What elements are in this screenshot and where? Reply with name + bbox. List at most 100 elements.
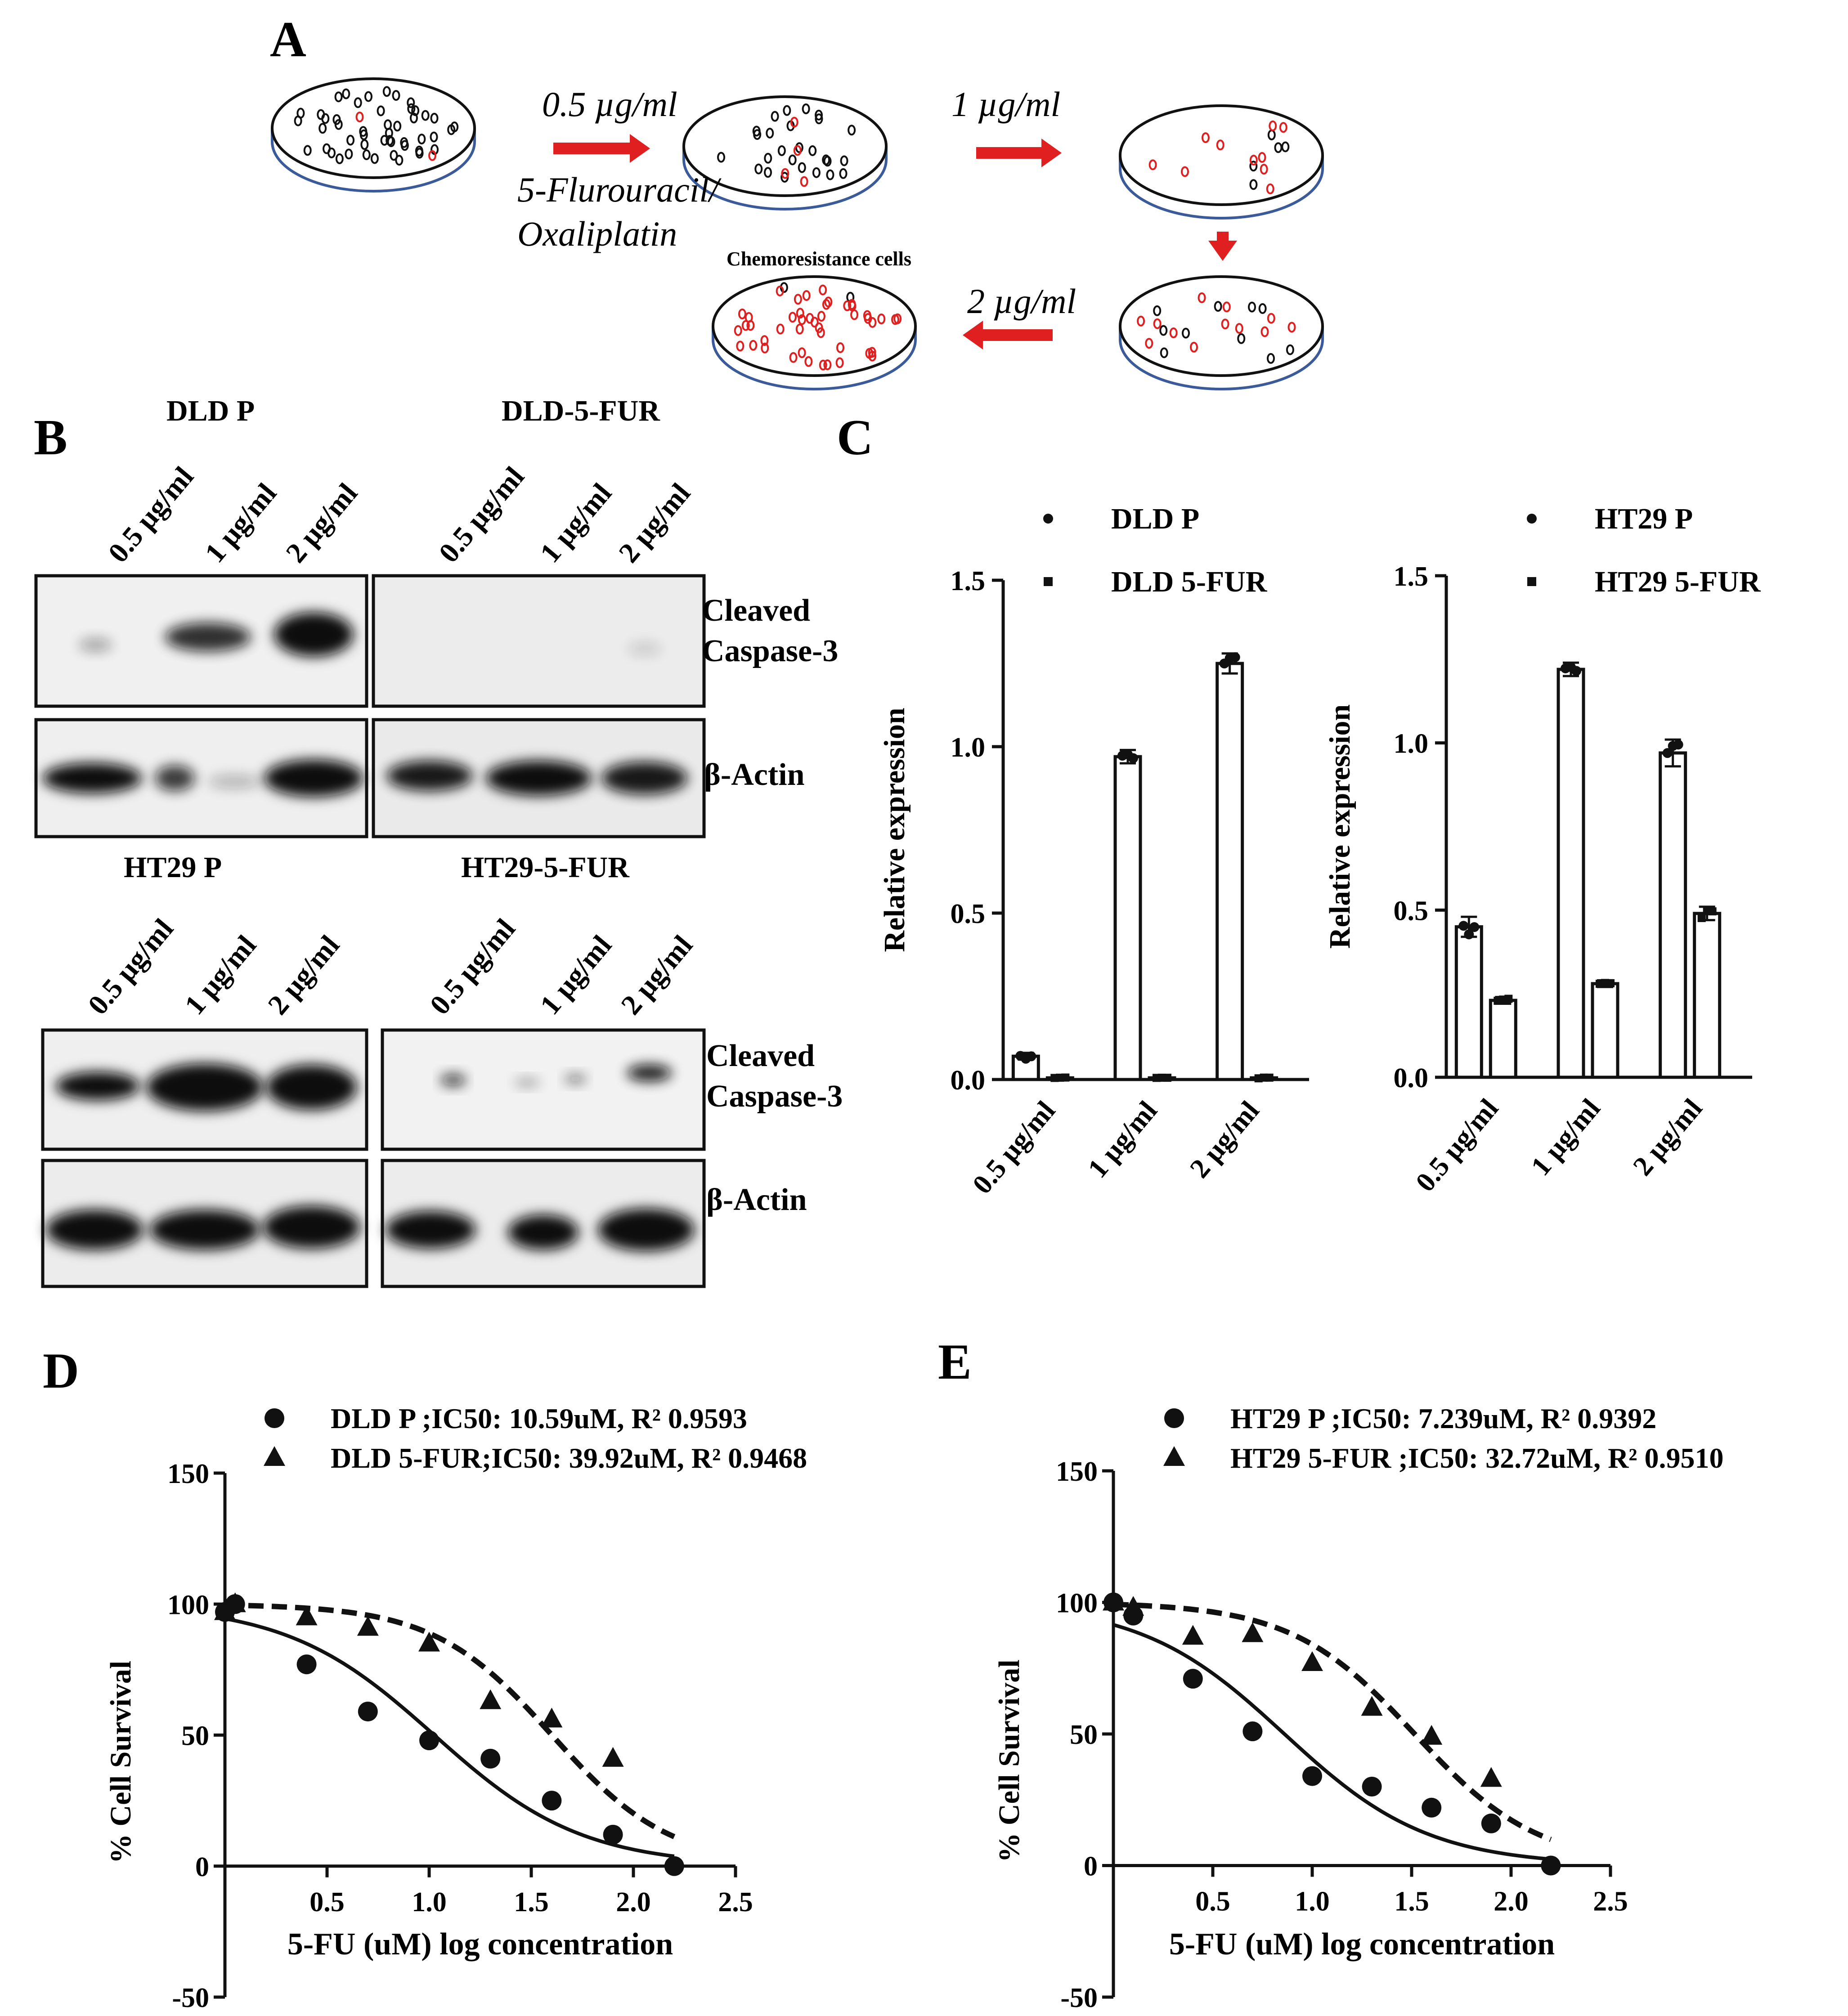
cell	[362, 149, 371, 161]
data-point	[1265, 1073, 1274, 1082]
cell	[1249, 155, 1258, 166]
blot-band	[208, 775, 261, 789]
cell	[345, 148, 353, 160]
blot-frame	[34, 574, 368, 708]
data-point	[1480, 1767, 1502, 1787]
data-point	[1163, 1074, 1171, 1082]
cell	[812, 167, 821, 178]
cell	[823, 156, 832, 167]
y-tick-label: 100	[167, 1590, 209, 1620]
data-point	[602, 1747, 624, 1767]
fit-curve	[224, 1602, 676, 1839]
blot-band	[146, 1063, 263, 1111]
data-point	[296, 1654, 317, 1675]
cell	[795, 142, 803, 153]
cell	[1198, 292, 1206, 303]
red-arrow	[976, 139, 1062, 167]
legend-label: DLD P	[1111, 502, 1199, 535]
dish-top	[682, 95, 888, 197]
data-point	[1662, 748, 1673, 758]
y-tick-label: 100	[1056, 1588, 1098, 1619]
blot-band	[440, 1074, 466, 1086]
data-point	[1242, 1622, 1264, 1642]
y-axis-label: Relative expression	[878, 708, 911, 952]
drug-label-line1: 5-Flurouracil/	[517, 170, 722, 209]
cell	[377, 105, 385, 116]
cell	[1237, 333, 1246, 344]
cell	[824, 296, 833, 308]
panel-letter-b: B	[34, 410, 67, 466]
petri-dish	[682, 95, 888, 211]
x-axis-label: 5-FU (uM) log concentration	[1169, 1927, 1555, 1962]
data-point	[1673, 739, 1683, 750]
cell	[327, 147, 336, 158]
cell	[736, 340, 745, 352]
x-tick-label: 2.5	[1593, 1886, 1628, 1917]
blot-title-dld-p: DLD P	[166, 394, 255, 427]
blot-band	[386, 761, 473, 791]
cell	[1249, 179, 1258, 190]
x-tick-label: 1.5	[514, 1887, 549, 1917]
legend-label: HT29 5-FUR ;IC50: 32.72uM, R² 0.9510	[1230, 1442, 1723, 1474]
data-point	[603, 1824, 623, 1845]
arrow-shape	[1208, 232, 1237, 261]
cell	[1249, 161, 1258, 172]
cell	[783, 105, 791, 116]
drug-label-line2: Oxaliplatin	[517, 214, 677, 253]
dish-base	[682, 146, 888, 211]
cell	[734, 325, 742, 336]
data-point	[1464, 929, 1474, 940]
cell	[303, 145, 312, 156]
red-arrow	[1208, 232, 1237, 261]
y-axis-label: % Cell Survival	[104, 1661, 137, 1864]
panel-d-dose-response: D -50 0 50 100 150 0.5 1.0 1.5 2.0 2.5 5-FU (uM) l…	[43, 1343, 807, 2013]
blot-band	[266, 1064, 357, 1110]
cell	[1153, 318, 1162, 329]
cell	[1180, 166, 1189, 177]
cell	[1222, 301, 1231, 313]
y-tick-label: 150	[167, 1459, 209, 1489]
cell	[764, 167, 772, 178]
arrow-shape	[963, 321, 1053, 349]
cell	[1153, 305, 1162, 316]
dish-base	[1119, 155, 1324, 220]
cell	[364, 91, 372, 102]
cell	[321, 113, 330, 124]
bar	[1454, 925, 1483, 1079]
x-tick-label: 1 µg/ml	[1082, 1095, 1163, 1183]
fit-curve	[1112, 1623, 1551, 1861]
lane-labels-dld: 0.5 µg/ml 1 µg/ml 2 µg/ml 0.5 µg/ml 1 µg…	[102, 461, 696, 569]
cell	[781, 168, 789, 179]
cell	[1235, 323, 1243, 334]
blot-panel	[34, 574, 368, 708]
dish-top	[1119, 104, 1324, 206]
cell	[421, 110, 430, 121]
cell	[798, 347, 806, 358]
y-axis-label: Relative expression	[1323, 704, 1356, 949]
cell	[1216, 139, 1225, 151]
blot-title-ht29-5fur: HT29-5-FUR	[461, 851, 630, 884]
cell	[717, 152, 726, 163]
blot-panel	[381, 1028, 706, 1151]
blot-band	[42, 763, 142, 793]
cell	[788, 312, 797, 323]
legend-marker	[265, 1408, 284, 1428]
cell	[835, 357, 844, 368]
data-point	[1541, 1855, 1561, 1876]
cell	[1201, 132, 1210, 143]
cell	[359, 126, 368, 137]
cell	[392, 90, 400, 101]
petri-dish	[1119, 104, 1324, 220]
x-tick-label: 0.5	[1195, 1886, 1230, 1917]
lane-label: 2 µg/ml	[615, 929, 699, 1021]
dish-base	[271, 128, 476, 193]
dish-base	[712, 326, 917, 390]
cell	[868, 350, 877, 362]
legend-marker	[1527, 577, 1536, 586]
blot-frame	[41, 1028, 368, 1151]
cell	[346, 134, 355, 146]
data-point	[664, 1856, 684, 1876]
y-tick-label: 150	[1056, 1456, 1098, 1487]
legend-marker	[1527, 514, 1537, 524]
cell	[1137, 315, 1145, 327]
